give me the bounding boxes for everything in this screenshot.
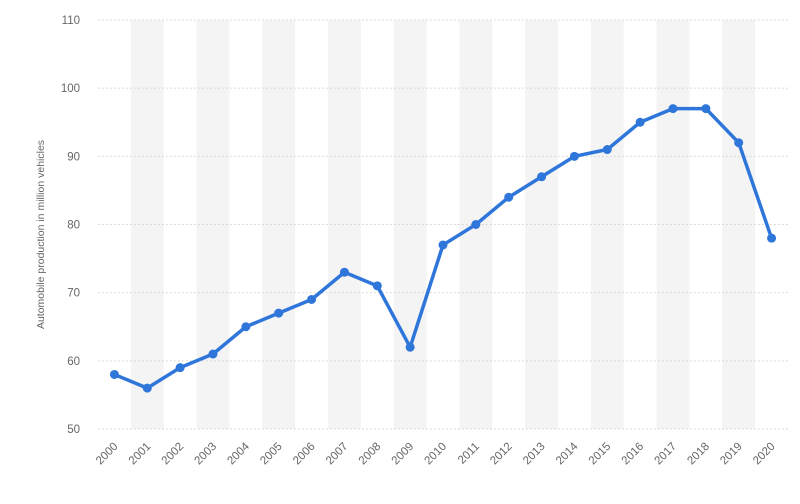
data-point-2012[interactable] xyxy=(504,192,514,202)
x-tick-label-2014: 2014 xyxy=(554,440,581,467)
x-tick-label-2016: 2016 xyxy=(620,441,647,468)
y-tick-label-50: 50 xyxy=(67,424,80,436)
x-tick-label-2013: 2013 xyxy=(521,441,548,468)
column-band-2007 xyxy=(328,20,361,429)
data-point-2003[interactable] xyxy=(208,349,218,359)
data-point-2017[interactable] xyxy=(668,104,678,114)
series-points xyxy=(109,104,777,393)
x-tick-label-2003: 2003 xyxy=(193,441,220,468)
x-tick-label-2001: 2001 xyxy=(127,441,154,468)
y-axis-ticks: 50 60 70 80 90 100 110 xyxy=(61,15,80,436)
x-tick-label-2015: 2015 xyxy=(587,441,614,468)
y-tick-label-80: 80 xyxy=(67,220,80,232)
gridlines xyxy=(98,19,788,430)
x-tick-label-2011: 2011 xyxy=(456,441,482,467)
data-point-2010[interactable] xyxy=(438,240,448,250)
x-tick-label-2005: 2005 xyxy=(258,441,285,468)
data-point-2008[interactable] xyxy=(372,281,382,291)
x-tick-label-2002: 2002 xyxy=(160,441,187,468)
data-point-2019[interactable] xyxy=(734,138,744,148)
x-tick-label-2010: 2010 xyxy=(423,441,450,468)
data-point-2001[interactable] xyxy=(142,383,152,393)
y-tick-label-110: 110 xyxy=(62,15,80,27)
x-tick-label-2008: 2008 xyxy=(357,441,384,468)
x-axis-ticks: 2000 2001 2002 2003 2004 2005 2006 2007 2008 2009… xyxy=(94,440,778,467)
x-tick-label-2004: 2004 xyxy=(225,440,252,467)
x-tick-label-2017: 2017 xyxy=(653,441,680,468)
data-point-2015[interactable] xyxy=(602,145,612,155)
data-point-2011[interactable] xyxy=(471,220,481,229)
data-point-2014[interactable] xyxy=(569,151,579,161)
data-point-2000[interactable] xyxy=(109,369,119,379)
data-point-2002[interactable] xyxy=(175,363,185,373)
x-tick-label-2007: 2007 xyxy=(324,441,351,468)
y-tick-label-60: 60 xyxy=(67,356,80,368)
y-tick-label-100: 100 xyxy=(61,83,80,95)
x-tick-label-2012: 2012 xyxy=(488,441,515,468)
y-tick-label-90: 90 xyxy=(67,151,80,163)
column-band-2003 xyxy=(196,20,230,429)
data-point-2007[interactable] xyxy=(339,267,349,277)
data-point-2004[interactable] xyxy=(241,322,251,332)
data-point-2020[interactable] xyxy=(767,233,777,243)
x-tick-label-2000: 2000 xyxy=(94,441,121,468)
data-point-2018[interactable] xyxy=(701,104,711,114)
data-point-2016[interactable] xyxy=(635,117,645,127)
x-tick-label-2009: 2009 xyxy=(390,441,417,468)
y-axis-label: Automobile production in million vehicle… xyxy=(35,140,47,329)
data-point-2005[interactable] xyxy=(274,308,284,318)
x-tick-label-2006: 2006 xyxy=(291,441,318,468)
y-tick-label-70: 70 xyxy=(67,288,80,300)
x-tick-label-2020: 2020 xyxy=(751,441,778,468)
x-tick-label-2019: 2019 xyxy=(718,441,745,468)
data-point-2013[interactable] xyxy=(537,172,547,182)
column-band-2017 xyxy=(656,20,690,429)
data-point-2009[interactable] xyxy=(405,342,415,352)
x-tick-label-2018: 2018 xyxy=(685,441,712,468)
data-point-2006[interactable] xyxy=(307,294,317,304)
